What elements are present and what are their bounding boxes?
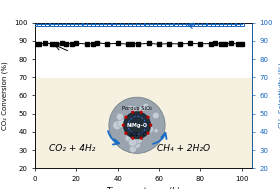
Circle shape xyxy=(116,113,123,120)
Circle shape xyxy=(117,119,126,128)
Circle shape xyxy=(131,137,134,140)
Circle shape xyxy=(125,116,127,119)
Circle shape xyxy=(144,128,151,136)
X-axis label: Time on stream (h): Time on stream (h) xyxy=(107,187,180,189)
Y-axis label: CH₄ Selectivity (%): CH₄ Selectivity (%) xyxy=(279,63,280,128)
Circle shape xyxy=(135,136,143,144)
Circle shape xyxy=(140,111,143,114)
Circle shape xyxy=(146,126,154,133)
Circle shape xyxy=(125,135,132,142)
Circle shape xyxy=(139,106,145,112)
Circle shape xyxy=(129,138,137,146)
Circle shape xyxy=(123,112,151,139)
Circle shape xyxy=(143,103,149,110)
Circle shape xyxy=(113,121,122,130)
Text: CO₂ + 4H₂: CO₂ + 4H₂ xyxy=(49,144,95,153)
Circle shape xyxy=(140,137,143,140)
Text: Porous SiO₂: Porous SiO₂ xyxy=(122,106,152,111)
Circle shape xyxy=(131,111,134,114)
Circle shape xyxy=(129,136,139,146)
Text: 300 °C: 300 °C xyxy=(129,132,145,137)
Y-axis label: CO₂ Conversion (%): CO₂ Conversion (%) xyxy=(2,61,8,130)
Text: CH₄ + 2H₂O: CH₄ + 2H₂O xyxy=(157,144,210,153)
Circle shape xyxy=(127,105,133,111)
Circle shape xyxy=(152,112,159,119)
Circle shape xyxy=(146,132,150,135)
Circle shape xyxy=(149,124,152,127)
Circle shape xyxy=(126,118,130,122)
Text: NiMg–O: NiMg–O xyxy=(127,123,148,128)
Circle shape xyxy=(145,129,152,136)
Circle shape xyxy=(134,142,141,148)
Bar xyxy=(35,78,252,168)
Circle shape xyxy=(143,126,151,134)
Circle shape xyxy=(123,122,129,128)
Circle shape xyxy=(109,97,165,153)
Circle shape xyxy=(146,116,150,119)
Circle shape xyxy=(122,124,125,127)
Circle shape xyxy=(154,129,158,133)
Circle shape xyxy=(125,132,127,135)
Circle shape xyxy=(126,115,132,121)
Circle shape xyxy=(129,145,137,153)
Circle shape xyxy=(131,106,137,112)
